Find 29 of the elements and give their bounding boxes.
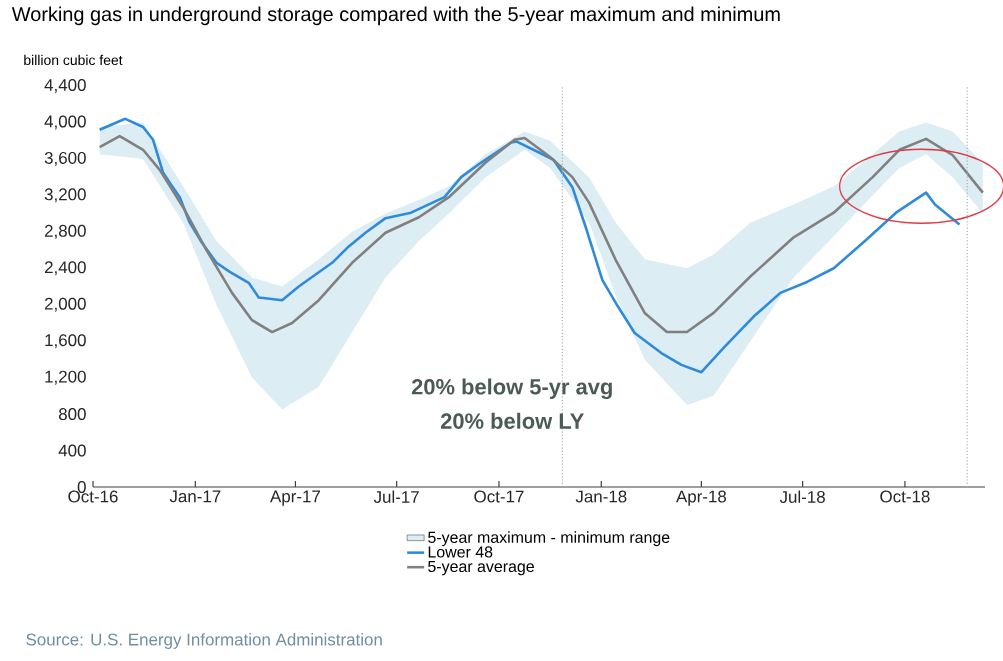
y-axis-title: billion cubic feet bbox=[24, 54, 123, 66]
line-series bbox=[98, 134, 985, 334]
y-tick-label: 4,000 bbox=[44, 115, 86, 130]
annotation: 20% below LY bbox=[440, 412, 584, 429]
line-series bbox=[98, 117, 961, 374]
annotation: 20% below 5-yr avg bbox=[411, 378, 612, 400]
y-tick-label: 800 bbox=[58, 408, 86, 421]
y-tick-label: 3,200 bbox=[44, 188, 86, 203]
x-tick-label: Jul-18 bbox=[779, 490, 825, 503]
y-tick-label: 1,600 bbox=[45, 334, 86, 349]
y-tick-label: 4,400 bbox=[44, 79, 86, 93]
chart-title: Working gas in underground storage compared with the 5-year maximum and minimum bbox=[11, 6, 780, 26]
legend-label: Lower 48 bbox=[428, 546, 493, 558]
x-tick-label: Jan-17 bbox=[169, 490, 221, 503]
y-tick-label: 1,200 bbox=[45, 370, 86, 385]
y-tick-label: 2,400 bbox=[44, 261, 86, 276]
x-tick-label: Oct-17 bbox=[474, 490, 524, 503]
x-tick-label: Apr-17 bbox=[270, 490, 320, 506]
y-tick-label: 2,800 bbox=[44, 224, 86, 239]
legend-label: 5-year maximum - minimum range bbox=[428, 531, 670, 547]
x-tick-label: Oct-18 bbox=[880, 490, 930, 503]
x-tick-label: Jan-18 bbox=[575, 490, 627, 503]
x-tick-label: Apr-18 bbox=[676, 490, 727, 506]
legend-label: 5-year average bbox=[428, 560, 534, 576]
source-note: Source: U.S. Energy Information Administration bbox=[26, 633, 382, 649]
y-tick-label: 400 bbox=[58, 444, 86, 457]
y-tick-label: 3,600 bbox=[44, 151, 86, 166]
y-tick-label: 2,000 bbox=[44, 297, 86, 312]
x-tick-label: Jul-17 bbox=[373, 490, 419, 503]
